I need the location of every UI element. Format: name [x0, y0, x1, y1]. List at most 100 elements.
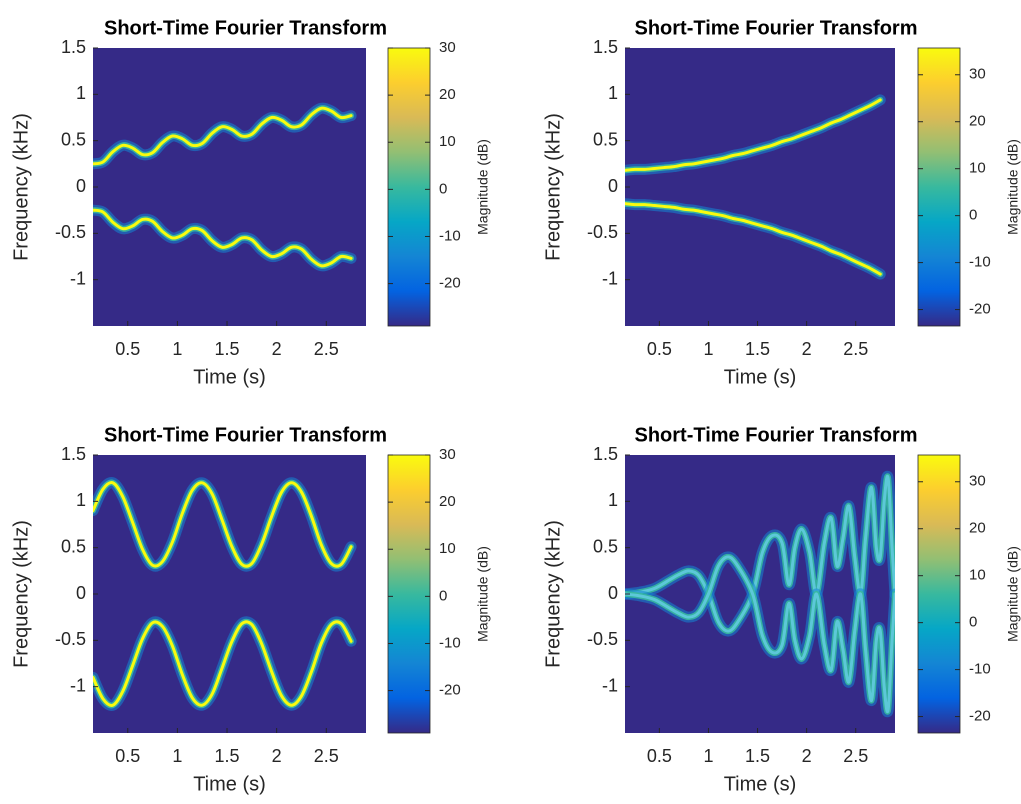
x-tick-label: 2.5: [314, 746, 339, 766]
colorbar-tick-label: -20: [439, 275, 461, 292]
x-tick-label: 1: [703, 746, 713, 766]
y-tick-label: 0.5: [593, 129, 618, 149]
y-axis-label: Frequency (kHz): [10, 113, 32, 261]
y-tick-label: -1: [70, 268, 86, 288]
y-tick-label: 1.5: [61, 444, 86, 464]
colorbar: [387, 47, 431, 327]
x-tick-label: 2: [802, 746, 812, 766]
x-tick-label: 0.5: [115, 339, 140, 359]
ridges: [93, 477, 357, 711]
x-tick-label: 1.5: [745, 746, 770, 766]
y-tick-label: 0.5: [593, 536, 618, 556]
ridge-core: [625, 202, 882, 276]
colorbar-tick-label: -10: [439, 634, 461, 651]
colorbar-tick-label: 20: [439, 86, 456, 103]
colorbar-tick-label: -10: [969, 661, 991, 678]
colorbar-tick-label: -10: [439, 227, 461, 244]
y-tick-label: 1.5: [61, 37, 86, 57]
plot-background: [93, 455, 366, 733]
y-axis-label: Frequency (kHz): [542, 113, 564, 261]
colorbar-tick-label: 30: [969, 66, 986, 83]
ridge-core: [93, 106, 353, 166]
ridge-core: [625, 555, 895, 714]
colorbar-tick-label: -20: [969, 301, 991, 318]
colorbar-tick-label: 10: [439, 540, 456, 557]
ridges: [625, 470, 895, 718]
chart-title: Short-Time Fourier Transform: [634, 17, 917, 39]
y-tick-label: 0: [76, 176, 86, 196]
colorbar-tick-label: 10: [969, 160, 986, 177]
colorbar-tick-label: 20: [969, 520, 986, 537]
ridges: [625, 94, 886, 280]
colorbar: [387, 454, 431, 734]
chart-title: Short-Time Fourier Transform: [104, 17, 387, 39]
subplot: 0.5 1 1.5 2 2.5 -1 -0.5 0 0.5 1 1.5 Short-Time Four…: [10, 17, 490, 388]
y-tick-label: -0.5: [55, 629, 86, 649]
colorbar-tick-label: 0: [439, 587, 447, 604]
y-tick-label: 1: [608, 83, 618, 103]
y-tick-label: 1: [608, 490, 618, 510]
y-axis-label: Frequency (kHz): [10, 520, 32, 668]
y-tick-label: -0.5: [55, 222, 86, 242]
colorbar-tick-label: 30: [439, 446, 456, 463]
colorbar-label: Magnitude (dB): [1005, 546, 1021, 642]
y-tick-label: 0.5: [61, 129, 86, 149]
subplot: 0.5 1 1.5 2 2.5 -1 -0.5 0 0.5 1 1.5 Short-Time Four…: [542, 424, 1020, 795]
x-tick-label: 1: [172, 746, 182, 766]
colorbar-tick-label: 30: [439, 39, 456, 56]
y-tick-label: 1.5: [593, 37, 618, 57]
y-tick-label: 1: [76, 83, 86, 103]
plot-background: [93, 48, 366, 326]
x-tick-label: 2.5: [314, 339, 339, 359]
colorbar-tick-label: 0: [439, 180, 447, 197]
x-axis-label: Time (s): [724, 773, 797, 795]
x-axis-label: Time (s): [193, 773, 266, 795]
x-tick-label: 2: [272, 339, 282, 359]
y-tick-label: -1: [602, 268, 618, 288]
colorbar-tick-label: 10: [439, 133, 456, 150]
x-tick-label: 2: [272, 746, 282, 766]
x-tick-label: 0.5: [647, 339, 672, 359]
y-tick-label: 1.5: [593, 444, 618, 464]
x-tick-label: 0.5: [647, 746, 672, 766]
y-tick-label: 0.5: [61, 536, 86, 556]
y-tick-label: 0: [608, 176, 618, 196]
x-tick-label: 1: [703, 339, 713, 359]
y-tick-label: -1: [602, 675, 618, 695]
colorbar-tick-label: -10: [969, 254, 991, 271]
colorbar: [917, 47, 961, 327]
x-axis-label: Time (s): [193, 366, 266, 388]
x-tick-label: 2.5: [843, 339, 868, 359]
y-tick-label: 1: [76, 490, 86, 510]
x-tick-label: 1: [172, 339, 182, 359]
x-tick-label: 0.5: [115, 746, 140, 766]
subplot: 0.5 1 1.5 2 2.5 -1 -0.5 0 0.5 1 1.5 Short-Time Four…: [10, 424, 490, 795]
colorbar-tick-label: 0: [969, 614, 977, 631]
y-tick-label: 0: [608, 583, 618, 603]
x-tick-label: 1.5: [215, 339, 240, 359]
ridge-core: [93, 620, 353, 707]
y-tick-label: -0.5: [587, 222, 618, 242]
x-axis-label: Time (s): [724, 366, 797, 388]
x-tick-label: 2: [802, 339, 812, 359]
colorbar-tick-label: -20: [969, 708, 991, 725]
ridge-core: [625, 98, 882, 172]
chart-title: Short-Time Fourier Transform: [634, 424, 917, 446]
colorbar-label: Magnitude (dB): [475, 546, 491, 642]
colorbar-tick-label: 0: [969, 207, 977, 224]
x-tick-label: 2.5: [843, 746, 868, 766]
ridges: [93, 102, 357, 272]
ridge-core: [93, 208, 353, 268]
colorbar-tick-label: 10: [969, 567, 986, 584]
y-tick-label: 0: [76, 583, 86, 603]
y-tick-label: -1: [70, 675, 86, 695]
x-tick-label: 1.5: [215, 746, 240, 766]
x-tick-label: 1.5: [745, 339, 770, 359]
colorbar-tick-label: 30: [969, 473, 986, 490]
colorbar-label: Magnitude (dB): [475, 139, 491, 235]
colorbar: [917, 454, 961, 734]
chart-title: Short-Time Fourier Transform: [104, 424, 387, 446]
colorbar-tick-label: 20: [439, 493, 456, 510]
ridge-core: [625, 474, 895, 633]
